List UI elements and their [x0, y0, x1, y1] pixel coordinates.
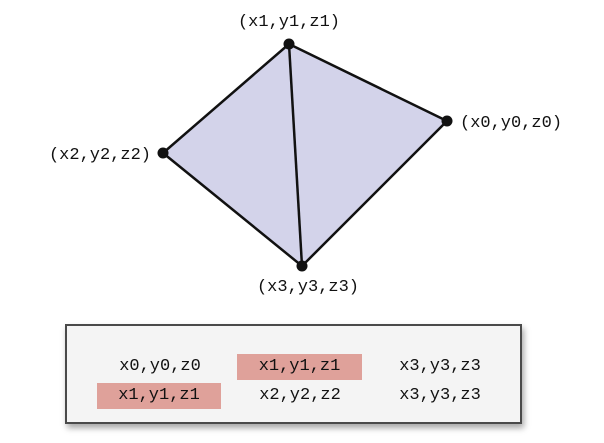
triangle-1-vertex-c: x3,y3,z3 [399, 357, 481, 376]
triangle-2-vertex-c: x3,y3,z3 [399, 386, 481, 405]
vertex-v0-point [441, 115, 453, 127]
triangle-row-2: x1,y1,z1 x2,y2,z2 x3,y3,z3 [67, 383, 520, 409]
triangle-1-vertex-a: x0,y0,z0 [119, 357, 201, 376]
vertex-v2-point [157, 147, 169, 159]
triangle-vertex-list-panel: x0,y0,z0 x1,y1,z1 x3,y3,z3 x1,y1,z1 x2,y… [65, 324, 522, 424]
triangle-1-vertex-b-shared: x1,y1,z1 [237, 354, 362, 380]
triangle-2-vertex-a-shared: x1,y1,z1 [97, 383, 221, 409]
quad-mesh-diagram: (x1,y1,z1) (x0,y0,z0) (x2,y2,z2) (x3,y3,… [49, 13, 562, 297]
vertex-v3-label: (x3,y3,z3) [257, 278, 359, 297]
vertex-v3-point [296, 260, 308, 272]
vertex-v1-label: (x1,y1,z1) [238, 13, 340, 32]
vertex-v0-label: (x0,y0,z0) [460, 114, 562, 133]
triangle-2-vertex-b: x2,y2,z2 [259, 386, 341, 405]
triangle-row-1: x0,y0,z0 x1,y1,z1 x3,y3,z3 [67, 354, 520, 380]
vertex-v2-label: (x2,y2,z2) [49, 146, 151, 165]
vertex-v1-point [283, 38, 295, 50]
mesh-quad-fill [161, 42, 449, 268]
shared-diagonal-edge [287, 43, 304, 267]
